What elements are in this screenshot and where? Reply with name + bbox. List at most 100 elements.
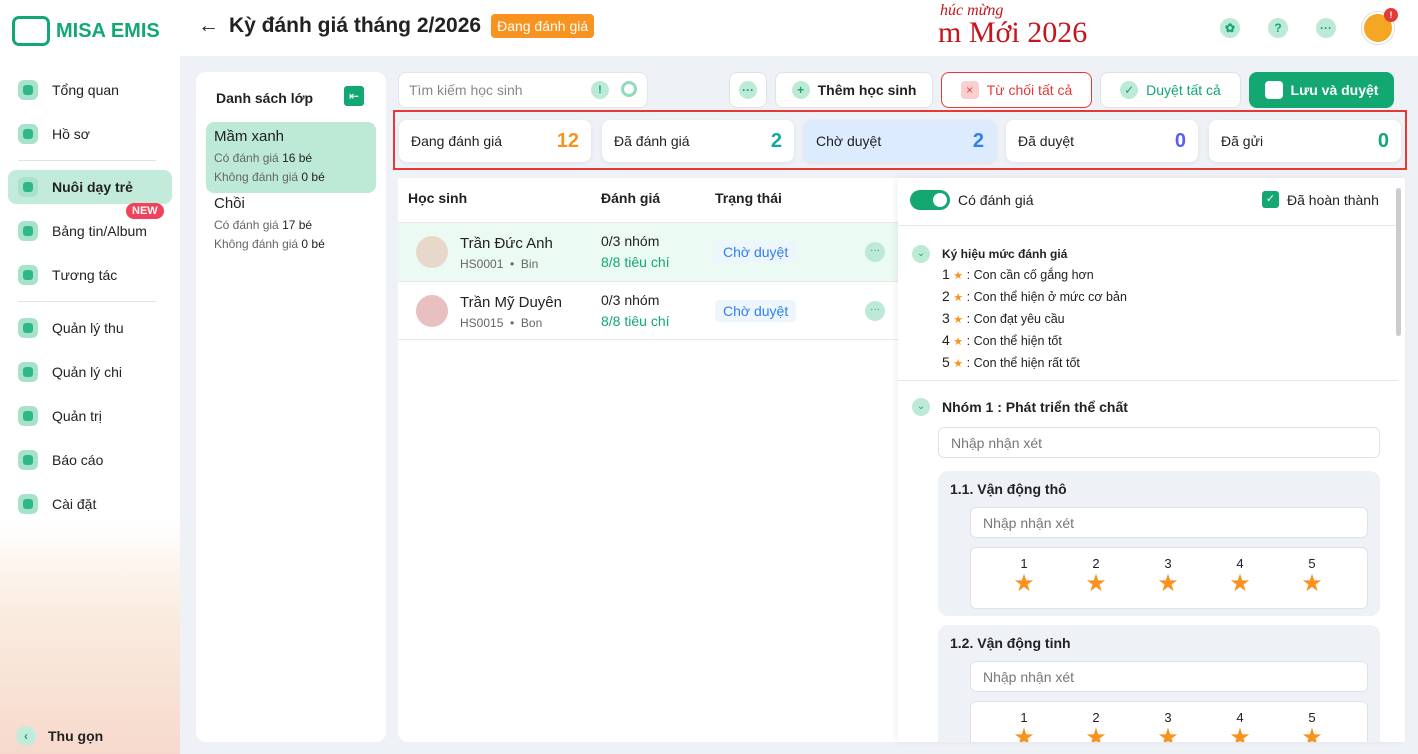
star-icon: ★ [1085, 570, 1107, 597]
save-icon [1264, 81, 1283, 99]
star-option[interactable]: 1 ★ [1009, 556, 1039, 597]
plus-icon: + [791, 81, 810, 99]
send-icon [18, 265, 38, 285]
help-icon[interactable]: ? [1268, 18, 1288, 38]
table-row[interactable]: Trần Mỹ Duyên HS0015 • Bon 0/3 nhóm 8/8 … [398, 281, 898, 340]
star-icon: ★ [1229, 724, 1251, 743]
logo-icon [12, 16, 50, 46]
folder-icon [18, 124, 38, 144]
sidebar-item-album[interactable]: Bảng tin/Album [8, 214, 172, 248]
stat-approved[interactable]: Đã duyệt 0 [1006, 120, 1198, 162]
back-arrow-icon[interactable]: ← [198, 14, 219, 37]
highlight-box [393, 110, 1407, 170]
approve-all-button[interactable]: ✓ Duyệt tất cả [1100, 72, 1241, 108]
chevron-down-icon[interactable]: ⌄ [912, 398, 930, 416]
trend-icon [18, 318, 38, 338]
evaluation-detail-panel: Có đánh giá ✓ Đã hoàn thành ⌄ Ký hiệu mứ… [898, 178, 1405, 742]
more-icon[interactable]: ··· [1316, 18, 1336, 38]
reject-all-button[interactable]: × Từ chối tất cả [941, 72, 1092, 108]
image-icon [18, 221, 38, 241]
star-option[interactable]: 3 ★ [1153, 556, 1183, 597]
status-badge: Chờ duyệt [715, 241, 797, 263]
search-input[interactable]: Tìm kiếm học sinh! [398, 72, 648, 108]
star-option[interactable]: 4 ★ [1225, 710, 1255, 742]
sidebar-item-interaction[interactable]: Tương tác [8, 258, 172, 292]
criterion-card: 1.1. Vận động thô Nhập nhận xét 1 ★ 2 ★ 3 ★… [938, 471, 1380, 616]
status-badge: Đang đánh giá [491, 14, 595, 38]
bar-chart-icon [18, 450, 38, 470]
chevron-down-icon[interactable]: ⌄ [912, 245, 930, 263]
sidebar-item-admin[interactable]: Quản trị [8, 399, 172, 433]
star-option[interactable]: 3 ★ [1153, 710, 1183, 742]
sidebar: MISA EMIS Tổng quan Hồ sơ Nuôi dạy trẻ B… [0, 0, 180, 754]
flower-icon[interactable]: ✿ [1220, 18, 1240, 38]
new-badge: NEW [126, 203, 164, 219]
criterion-comment-input[interactable]: Nhập nhận xét [970, 507, 1368, 538]
star-option[interactable]: 5 ★ [1297, 556, 1327, 597]
stat-evaluating[interactable]: Đang đánh giá 12 [399, 120, 591, 162]
gear-icon [18, 494, 38, 514]
header: ← Kỳ đánh giá tháng 2/2026 Đang đánh giá h… [180, 0, 1418, 56]
sidebar-item-income[interactable]: Quản lý thu [8, 311, 172, 345]
avatar[interactable]: ! [1362, 8, 1398, 44]
new-year-banner: húc mừng m Mới 2026 [938, 2, 1088, 49]
scrollbar[interactable] [1396, 188, 1401, 336]
collapse-panel-icon[interactable]: ⇤ [344, 86, 364, 106]
star-icon: ★ [1013, 570, 1035, 597]
status-badge: Chờ duyệt [715, 300, 797, 322]
stat-pending[interactable]: Chờ duyệt 2 [804, 120, 996, 162]
group-title: Nhóm 1 : Phát triển thể chất [942, 399, 1128, 415]
notification-badge: ! [1384, 8, 1398, 22]
page-title: Kỳ đánh giá tháng 2/2026 [229, 14, 482, 37]
save-approve-button[interactable]: Lưu và duyệt [1249, 72, 1394, 108]
table-row[interactable]: Trần Đức Anh HS0001 • Bin 0/3 nhóm 8/8 t… [398, 222, 898, 281]
more-icon: ··· [739, 81, 757, 99]
group-comment-input[interactable]: Nhập nhận xét [938, 427, 1380, 458]
has-evaluation-toggle[interactable] [910, 190, 950, 210]
star-option[interactable]: 1 ★ [1009, 710, 1039, 742]
sidebar-item-settings[interactable]: Cài đặt [8, 487, 172, 521]
star-option[interactable]: 2 ★ [1081, 556, 1111, 597]
sidebar-item-overview[interactable]: Tổng quan [8, 73, 172, 107]
star-icon: ★ [1301, 570, 1323, 597]
pie-chart-icon [18, 80, 38, 100]
class-list-panel: Danh sách lớp ⇤ Mầm xanh Có đánh giá 16 … [196, 72, 386, 742]
more-icon[interactable]: ··· [865, 301, 885, 321]
column-header-status: Trạng thái [715, 190, 782, 206]
star-icon: ★ [1301, 724, 1323, 743]
collapse-button[interactable]: ‹ Thu gọn [16, 726, 103, 746]
check-icon: ✓ [1120, 81, 1139, 99]
more-button[interactable]: ··· [729, 72, 767, 108]
add-student-button[interactable]: + Thêm học sinh [775, 72, 933, 108]
star-option[interactable]: 4 ★ [1225, 556, 1255, 597]
briefcase-icon [18, 406, 38, 426]
star-icon: ★ [953, 314, 964, 326]
sidebar-item-childcare[interactable]: Nuôi dạy trẻ [8, 170, 172, 204]
star-icon: ★ [1013, 724, 1035, 743]
column-header-evaluation: Đánh giá [601, 190, 661, 206]
completed-checkbox[interactable]: ✓ [1262, 191, 1279, 208]
star-icon: ★ [953, 270, 964, 282]
home-icon [18, 177, 38, 197]
class-item-mam-xanh[interactable]: Mầm xanh Có đánh giá 16 bé Không đánh gi… [206, 122, 376, 193]
divider [18, 301, 156, 302]
star-icon: ★ [1157, 724, 1179, 743]
logo[interactable]: MISA EMIS [12, 16, 160, 46]
sidebar-item-records[interactable]: Hồ sơ [8, 117, 172, 151]
stat-sent[interactable]: Đã gửi 0 [1209, 120, 1401, 162]
more-icon[interactable]: ··· [865, 242, 885, 262]
column-header-student: Học sinh [408, 190, 468, 206]
class-item-choi[interactable]: Chồi Có đánh giá 17 bé Không đánh giá 0 … [214, 195, 325, 251]
star-icon: ★ [953, 336, 964, 348]
sidebar-item-expense[interactable]: Quản lý chi [8, 355, 172, 389]
search-icon[interactable] [621, 81, 637, 97]
criterion-comment-input[interactable]: Nhập nhận xét [970, 661, 1368, 692]
star-icon: ★ [953, 358, 964, 370]
sidebar-item-reports[interactable]: Báo cáo [8, 443, 172, 477]
chevron-left-icon: ‹ [16, 726, 36, 746]
star-option[interactable]: 2 ★ [1081, 710, 1111, 742]
student-table: Học sinh Đánh giá Trạng thái Trần Đức An… [398, 178, 898, 742]
star-option[interactable]: 5 ★ [1297, 710, 1327, 742]
stat-evaluated[interactable]: Đã đánh giá 2 [602, 120, 794, 162]
info-icon[interactable]: ! [591, 81, 609, 99]
